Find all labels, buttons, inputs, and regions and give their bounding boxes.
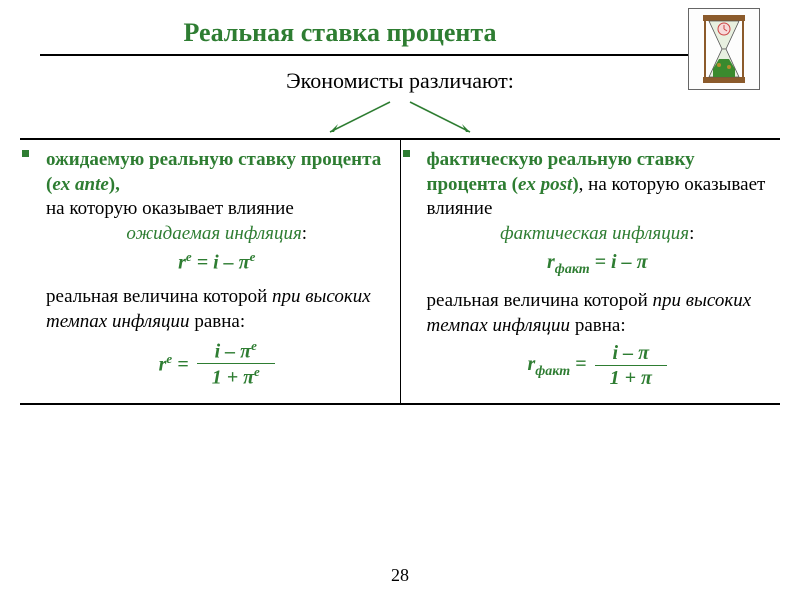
rb2c: равна: xyxy=(570,315,626,336)
rfle: = xyxy=(570,353,586,375)
b2c: равна: xyxy=(190,311,246,332)
right-body2: реальная величина которой при высоких те… xyxy=(427,289,769,338)
fts: e xyxy=(251,338,257,353)
rfrac-lhs: rфакт = xyxy=(527,351,586,381)
page-number: 28 xyxy=(0,565,800,586)
left-formula-simple: re = i – πe xyxy=(46,249,388,276)
rf-lhs: r xyxy=(547,251,555,273)
bullet-icon xyxy=(22,150,29,157)
left-inflation-line: ожидаемая инфляция: xyxy=(46,222,388,247)
rfraction: i – π 1 + π xyxy=(595,342,667,389)
b2a: реальная величина которой xyxy=(46,286,272,307)
f-rhs: = i – π xyxy=(192,251,250,273)
page-title: Реальная ставка процента xyxy=(0,0,800,48)
f-sup2: e xyxy=(250,249,256,264)
fle: = xyxy=(172,353,188,375)
left-column: ожидаемую реальную ставку процента (ex a… xyxy=(20,140,401,403)
frac-lhs: re = xyxy=(159,351,189,378)
fb: 1 + π xyxy=(212,367,254,389)
fbs: e xyxy=(254,364,260,379)
left-heading-latin: ex ante xyxy=(52,174,108,195)
bullet-icon xyxy=(403,150,410,157)
right-colon: : xyxy=(689,223,694,244)
rb2a: реальная величина которой xyxy=(427,290,653,311)
title-underline xyxy=(40,54,760,56)
rfls: факт xyxy=(535,364,570,379)
rfrac-top: i – π xyxy=(595,342,667,366)
right-formula-fraction: rфакт = i – π 1 + π xyxy=(427,342,769,389)
fraction: i – πe 1 + πe xyxy=(197,339,275,389)
left-heading: ожидаемую реальную ставку процента (ex a… xyxy=(46,148,388,197)
left-inflation-label: ожидаемая инфляция xyxy=(126,223,301,244)
right-formula-simple: rфакт = i – π xyxy=(427,249,769,279)
subtitle: Экономисты различают: xyxy=(0,68,800,94)
frac-top: i – πe xyxy=(197,339,275,365)
frac-bot: 1 + πe xyxy=(212,364,260,389)
left-desc: на которую оказывает влияние xyxy=(46,197,388,222)
left-heading-close: ), xyxy=(109,174,120,195)
rfrac-bot: 1 + π xyxy=(610,366,652,389)
right-inflation-label: фактическая инфляция xyxy=(500,223,689,244)
left-formula-fraction: re = i – πe 1 + πe xyxy=(46,339,388,389)
rf-rhs: = i – π xyxy=(590,251,648,273)
right-column: фактическую реальную ставку процента (ex… xyxy=(401,140,781,403)
content-table: ожидаемую реальную ставку процента (ex a… xyxy=(20,138,780,405)
hourglass-image xyxy=(688,8,760,90)
right-heading-latin: ex post xyxy=(518,174,572,195)
left-body2: реальная величина которой при высоких те… xyxy=(46,285,388,334)
left-colon: : xyxy=(302,223,307,244)
rf-sub: факт xyxy=(555,262,590,277)
ft: i – π xyxy=(215,340,251,362)
f-lhs: r xyxy=(178,251,186,273)
branch-arrows xyxy=(0,98,800,138)
right-inflation-line: фактическая инфляция: xyxy=(427,222,769,247)
right-heading: фактическую реальную ставку процента (ex… xyxy=(427,148,769,222)
